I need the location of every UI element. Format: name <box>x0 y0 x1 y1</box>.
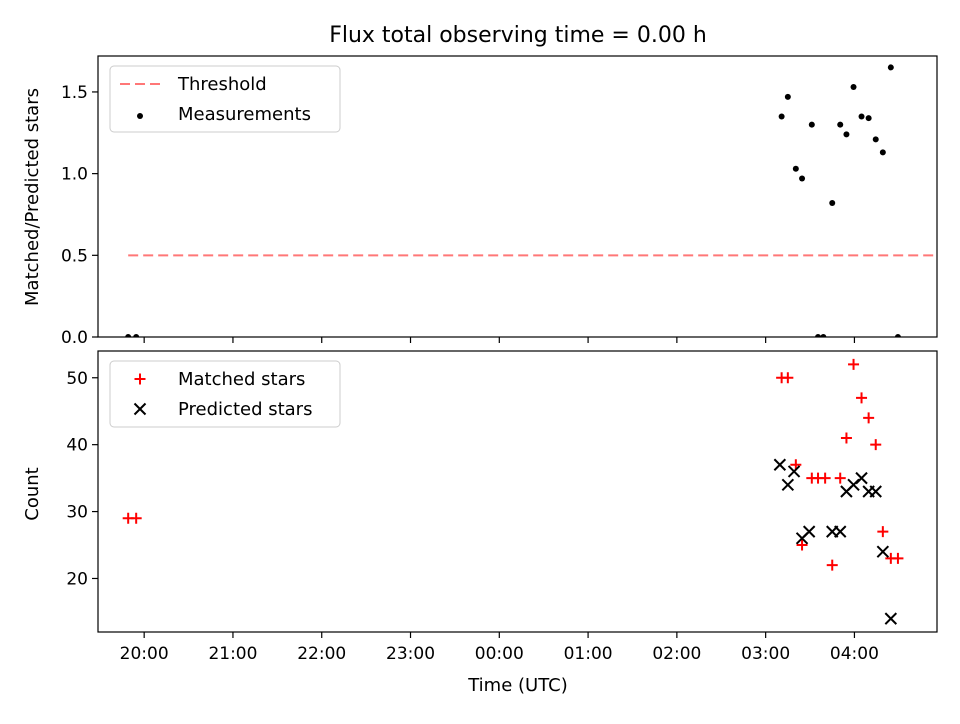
legend-label: Threshold <box>177 74 267 95</box>
measurement-point <box>133 334 140 337</box>
measurement-point <box>837 121 844 128</box>
matched-star-marker <box>877 526 889 538</box>
bottom-y-axis-label: Count <box>22 467 43 520</box>
predicted-star-marker <box>781 478 795 492</box>
x-tick-label: 00:00 <box>475 644 524 664</box>
measurement-point <box>778 113 785 120</box>
measurement-point <box>784 93 791 100</box>
measurement-point <box>815 334 822 337</box>
data-layer <box>125 64 937 337</box>
x-tick-label: 04:00 <box>830 644 879 664</box>
x-tick-label: 01:00 <box>564 644 613 664</box>
matched-star-marker <box>834 472 846 484</box>
matched-star-marker <box>826 559 838 571</box>
predicted-star-marker <box>884 612 898 625</box>
matched-star-marker <box>782 372 794 384</box>
legend-box <box>109 360 341 428</box>
measurement-point <box>820 334 827 337</box>
measurement-point <box>829 200 836 207</box>
matched-star-marker <box>870 439 882 451</box>
bottom-panel: 20 30 40 50 20:00 21:00 22:00 23:00 00:00 01:00 02… <box>66 350 938 664</box>
y-tick-label: 40 <box>66 436 88 456</box>
measurement-point <box>894 334 901 337</box>
x-tick-label: 03:00 <box>741 644 790 664</box>
data-layer <box>122 358 904 625</box>
matched-star-marker <box>840 432 852 444</box>
matched-star-marker <box>130 512 142 524</box>
x-tick-label: 22:00 <box>297 644 346 664</box>
legend-measurement-swatch <box>137 113 143 119</box>
legend-label: Matched stars <box>178 369 305 390</box>
legend-box <box>109 65 341 133</box>
measurement-point <box>887 64 894 71</box>
matched-star-marker <box>819 472 831 484</box>
legend-matched-swatch <box>134 373 146 385</box>
predicted-star-marker <box>787 465 801 478</box>
legend-label: Measurements <box>178 104 311 125</box>
measurement-point <box>125 334 132 337</box>
x-tick-label: 20:00 <box>120 644 169 664</box>
matched-star-marker <box>892 552 904 564</box>
plot-frame <box>97 55 938 338</box>
chart-title: Flux total observing time = 0.00 h <box>329 23 707 48</box>
predicted-star-marker <box>834 525 847 538</box>
y-tick-label: 1.5 <box>61 83 88 103</box>
predicted-star-marker <box>773 458 787 471</box>
measurement-point <box>799 175 806 182</box>
measurement-point <box>850 84 857 91</box>
plot-frame <box>97 350 938 633</box>
measurement-point <box>865 115 872 122</box>
y-tick-label: 0.5 <box>61 246 88 266</box>
x-axis-label: Time (UTC) <box>467 675 568 696</box>
top-y-axis-label: Matched/Predicted stars <box>22 88 43 306</box>
y-tick-label: 50 <box>66 369 88 389</box>
predicted-star-marker <box>869 485 882 498</box>
matched-star-marker <box>856 392 868 404</box>
measurement-point <box>792 165 799 172</box>
top-panel: 0.0 0.5 1.0 1.5 Threshold Measurements <box>61 55 938 348</box>
x-tick-label: 23:00 <box>386 644 435 664</box>
measurement-point <box>872 136 879 143</box>
measurement-point <box>858 113 865 120</box>
matched-star-marker <box>863 412 875 424</box>
legend-label: Predicted stars <box>178 399 312 420</box>
x-tick-label: 02:00 <box>652 644 701 664</box>
y-tick-label: 30 <box>66 503 88 523</box>
predicted-star-marker <box>855 471 868 485</box>
measurement-point <box>808 121 815 128</box>
matched-star-marker <box>796 539 808 551</box>
y-tick-label: 20 <box>66 569 88 589</box>
y-tick-label: 1.0 <box>61 165 88 185</box>
legend-predicted-swatch <box>133 402 147 416</box>
measurement-point <box>879 149 886 156</box>
y-tick-label: 0.0 <box>61 328 88 348</box>
matched-star-marker <box>848 358 860 370</box>
predicted-star-marker <box>876 545 890 558</box>
predicted-star-marker <box>802 525 816 538</box>
measurement-point <box>843 131 850 138</box>
x-tick-label: 21:00 <box>208 644 257 664</box>
